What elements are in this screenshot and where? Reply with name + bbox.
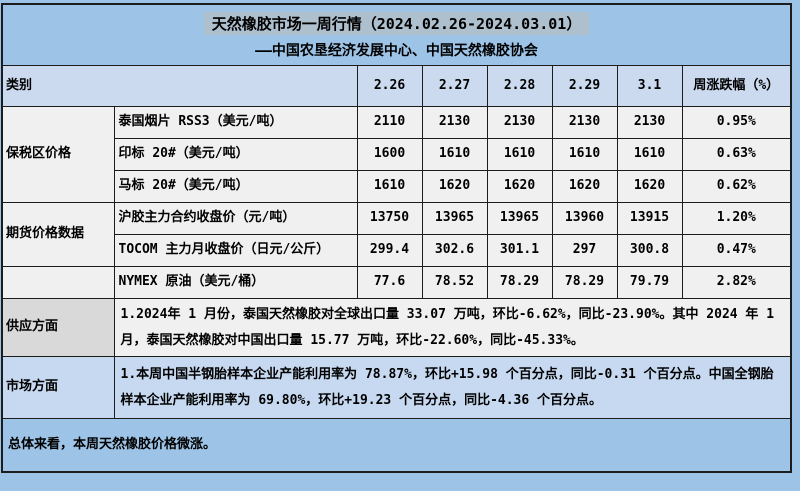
table-row-smr20: 马标 20#（美元/吨） 1610 1620 1620 1620 1620 0.… <box>2 170 792 203</box>
price-cell: 1620 <box>421 170 488 203</box>
price-cell: 2130 <box>616 106 683 139</box>
category-futures-data: 期货价格数据 <box>1 202 115 267</box>
price-cell: 1620 <box>551 170 618 203</box>
subtitle-row: ——中国农垦经济发展中心、中国天然橡胶协会 <box>1 39 792 66</box>
supply-section-text: 1.2024年 1 月份，泰国天然橡胶对全球出口量 33.07 万吨，环比-6.… <box>113 298 792 357</box>
market-section-label: 市场方面 <box>1 356 115 419</box>
price-cell: 13750 <box>356 202 423 235</box>
price-cell: 13965 <box>486 202 553 235</box>
category-bonded-zone: 保税区价格 <box>1 106 115 203</box>
price-cell: 1600 <box>356 138 423 171</box>
table-row-shfe: 期货价格数据 沪胶主力合约收盘价（元/吨） 13750 13965 13965 … <box>1 202 792 267</box>
market-section-row: 市场方面 1.本周中国半钢胎样本企业产能利用率为 78.87%，环比+15.98… <box>1 356 792 419</box>
price-cell: 1610 <box>356 170 423 203</box>
price-cell: 2130 <box>421 106 488 139</box>
date-header-4: 2.29 <box>551 65 618 107</box>
report-title-cell: 天然橡胶市场一周行情（2024.02.26-2024.03.01） <box>1 3 792 39</box>
weekly-change-cell: 0.62% <box>681 170 792 203</box>
price-cell: 302.6 <box>421 234 488 267</box>
price-cell: 300.8 <box>616 234 683 267</box>
report-title: 天然橡胶市场一周行情（2024.02.26-2024.03.01） <box>203 11 590 35</box>
price-cell: 13965 <box>421 202 488 235</box>
price-cell: 301.1 <box>486 234 553 267</box>
price-cell: 1620 <box>486 170 553 203</box>
supply-section-label: 供应方面 <box>1 298 115 357</box>
weekly-change-cell: 2.82% <box>681 266 792 299</box>
date-header-1: 2.26 <box>356 65 423 107</box>
weekly-change-cell: 1.20% <box>681 202 792 235</box>
table-row-tocom: TOCOM 主力月收盘价（日元/公斤） 299.4 302.6 301.1 29… <box>2 234 792 267</box>
summary-row: 总体来看，本周天然橡胶价格微涨。 <box>1 418 792 473</box>
weekly-change-cell: 0.47% <box>681 234 792 267</box>
date-header-3: 2.28 <box>486 65 553 107</box>
price-cell: 77.6 <box>356 266 423 299</box>
table-row-rss3: 保税区价格 泰国烟片 RSS3（美元/吨） 2110 2130 2130 213… <box>1 106 792 203</box>
column-header-row: 类别 2.26 2.27 2.28 2.29 3.1 周涨跌幅（%） <box>1 65 792 107</box>
item-label: 泰国烟片 RSS3（美元/吨） <box>113 106 358 139</box>
item-label: 印标 20#（美元/吨） <box>113 138 358 171</box>
price-cell: 79.79 <box>616 266 683 299</box>
price-cell: 297 <box>551 234 618 267</box>
price-cell: 1610 <box>551 138 618 171</box>
item-label: 马标 20#（美元/吨） <box>113 170 358 203</box>
price-cell: 1610 <box>616 138 683 171</box>
price-cell: 2110 <box>356 106 423 139</box>
category-header: 类别 <box>1 65 358 107</box>
weekly-change-header: 周涨跌幅（%） <box>681 65 792 107</box>
category-empty <box>1 266 115 299</box>
date-header-5: 3.1 <box>616 65 683 107</box>
price-cell: 2130 <box>551 106 618 139</box>
item-label: 沪胶主力合约收盘价（元/吨） <box>113 202 358 235</box>
title-row: 天然橡胶市场一周行情（2024.02.26-2024.03.01） <box>1 3 792 39</box>
price-cell: 78.29 <box>486 266 553 299</box>
price-cell: 78.29 <box>551 266 618 299</box>
report-sheet: 天然橡胶市场一周行情（2024.02.26-2024.03.01） ——中国农垦… <box>1 3 793 473</box>
item-label: NYMEX 原油（美元/桶） <box>113 266 358 299</box>
market-section-text: 1.本周中国半钢胎样本企业产能利用率为 78.87%，环比+15.98 个百分点… <box>113 356 792 419</box>
weekly-change-cell: 0.95% <box>681 106 792 139</box>
price-cell: 13960 <box>551 202 618 235</box>
weekly-change-cell: 0.63% <box>681 138 792 171</box>
summary-text: 总体来看，本周天然橡胶价格微涨。 <box>1 418 792 473</box>
date-header-2: 2.27 <box>421 65 488 107</box>
table-row-nymex: NYMEX 原油（美元/桶） 77.6 78.52 78.29 78.29 79… <box>1 266 792 299</box>
price-cell: 1610 <box>421 138 488 171</box>
price-cell: 78.52 <box>421 266 488 299</box>
table-row-sir20: 印标 20#（美元/吨） 1600 1610 1610 1610 1610 0.… <box>2 138 792 171</box>
price-cell: 1620 <box>616 170 683 203</box>
supply-section-row: 供应方面 1.2024年 1 月份，泰国天然橡胶对全球出口量 33.07 万吨，… <box>1 298 792 357</box>
price-cell: 13915 <box>616 202 683 235</box>
item-label: TOCOM 主力月收盘价（日元/公斤） <box>113 234 358 267</box>
rubber-market-table: 天然橡胶市场一周行情（2024.02.26-2024.03.01） ——中国农垦… <box>1 3 793 473</box>
price-cell: 2130 <box>486 106 553 139</box>
report-subtitle: ——中国农垦经济发展中心、中国天然橡胶协会 <box>1 39 792 66</box>
price-cell: 1610 <box>486 138 553 171</box>
price-cell: 299.4 <box>356 234 423 267</box>
